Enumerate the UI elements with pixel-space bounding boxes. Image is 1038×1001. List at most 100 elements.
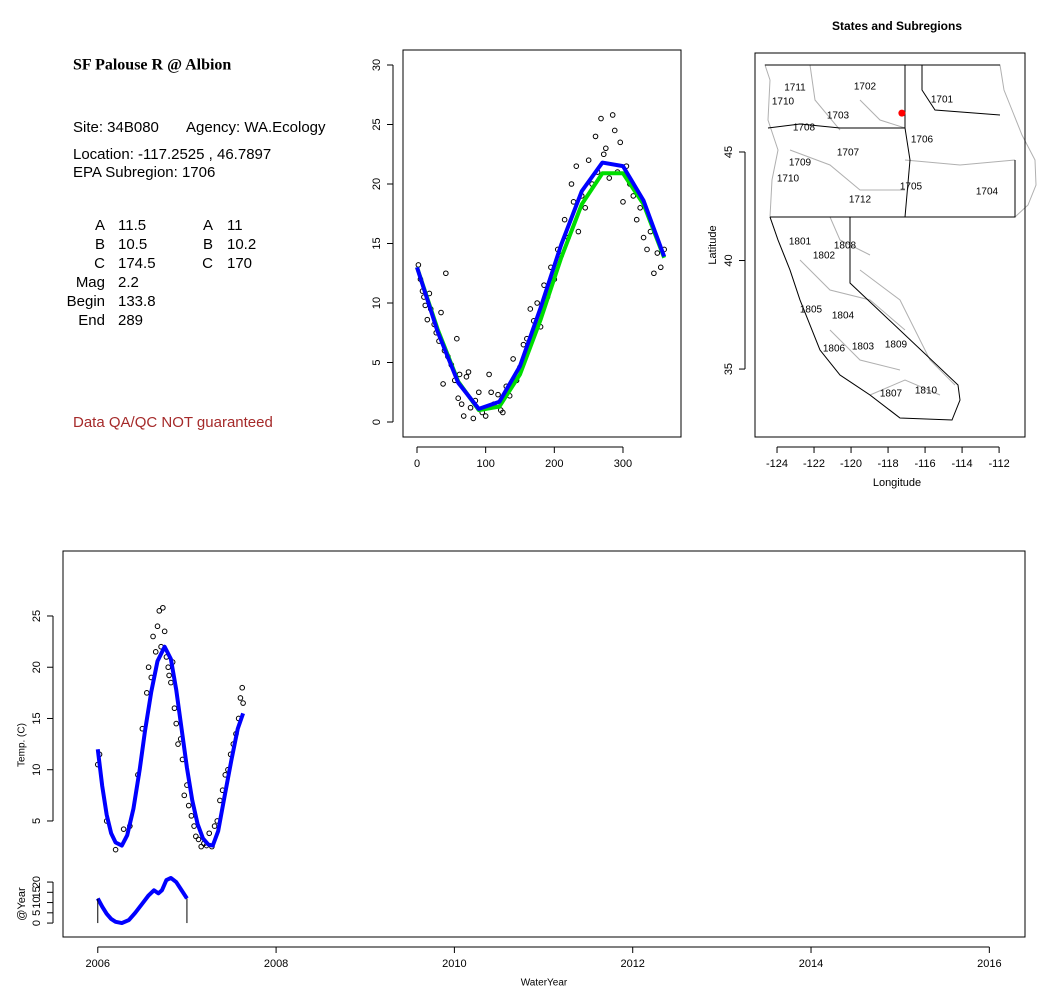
data-point xyxy=(637,204,643,211)
data-point xyxy=(181,792,188,799)
region-label: 1810 xyxy=(915,386,938,397)
data-point xyxy=(144,690,150,696)
fit-line xyxy=(96,875,189,926)
data-point xyxy=(463,373,470,380)
data-point xyxy=(585,157,592,163)
region-label: 1712 xyxy=(849,195,872,206)
data-point xyxy=(651,270,657,277)
region-label: 1807 xyxy=(880,389,903,400)
data-point xyxy=(156,608,163,614)
data-point xyxy=(654,250,661,256)
region-label: 1806 xyxy=(823,344,846,355)
data-point xyxy=(237,695,244,701)
y-tick-label: 20 xyxy=(31,661,43,673)
param-text: Mag xyxy=(76,274,105,291)
data-point xyxy=(606,175,613,181)
y-tick-label: 35 xyxy=(723,363,735,375)
y2-axis-label: @Year xyxy=(16,887,28,921)
subregion: EPA Subregion: 1706 xyxy=(73,164,215,181)
data-point xyxy=(500,409,506,416)
param-text: 10.2 xyxy=(227,236,256,253)
y-tick-label: 5 xyxy=(31,910,43,916)
y-tick-label: 25 xyxy=(371,118,383,130)
param-text: C xyxy=(202,255,213,272)
y-tick-label: 5 xyxy=(371,359,383,365)
data-point xyxy=(175,741,181,747)
map-outline xyxy=(764,64,1037,421)
data-point xyxy=(150,633,156,640)
x-tick-label: -114 xyxy=(951,458,972,470)
data-point xyxy=(460,413,467,419)
x-tick-label: -116 xyxy=(914,458,935,470)
plot-box xyxy=(62,550,1026,938)
data-point xyxy=(620,199,626,205)
data-point xyxy=(598,115,604,122)
region-label: 1710 xyxy=(777,174,800,185)
data-point xyxy=(465,369,472,375)
param-text: 2.2 xyxy=(118,274,139,291)
x-tick-label: 2010 xyxy=(442,958,466,970)
region-label: 1710 xyxy=(772,97,795,108)
param-text: 289 xyxy=(118,312,143,329)
data-point xyxy=(112,846,119,853)
data-point xyxy=(640,234,647,241)
x-tick-label: 2014 xyxy=(799,958,823,970)
x-axis-label: Longitude xyxy=(873,477,921,489)
data-point xyxy=(573,163,580,169)
x-tick-label: 200 xyxy=(545,458,563,470)
y-tick-label: 20 xyxy=(371,178,383,190)
region-label: 1702 xyxy=(854,82,877,93)
region-label: 1801 xyxy=(789,237,812,248)
data-point xyxy=(120,826,127,832)
y-tick-label: 20 xyxy=(31,876,43,888)
x-tick-label: 2012 xyxy=(620,958,644,970)
data-point xyxy=(630,193,637,199)
y-tick-label: 15 xyxy=(31,886,43,898)
data-point xyxy=(211,823,218,829)
region-label: 1808 xyxy=(834,241,857,252)
plot-box xyxy=(754,52,1026,438)
data-point xyxy=(443,270,449,277)
data-point xyxy=(152,649,159,655)
x-tick-label: 2006 xyxy=(86,958,110,970)
param-text: Begin xyxy=(67,293,105,310)
data-point xyxy=(240,700,246,706)
region-label: 1704 xyxy=(976,187,999,198)
data-point xyxy=(568,181,575,187)
region-label: 1709 xyxy=(789,158,812,169)
data-point xyxy=(510,356,516,362)
param-text: A xyxy=(203,217,213,234)
data-point xyxy=(154,623,161,630)
param-text: 11 xyxy=(227,217,243,234)
data-point xyxy=(486,371,492,378)
agency: Agency: WA.Ecology xyxy=(186,119,326,136)
x-tick-label: -112 xyxy=(988,458,1009,470)
y-axis-label: Latitude xyxy=(707,225,719,264)
region-label: 1701 xyxy=(931,95,954,106)
x-tick-label: 2008 xyxy=(264,958,288,970)
data-point xyxy=(458,401,465,407)
qa-note: Data QA/QC NOT guaranteed xyxy=(73,414,273,431)
param-text: 133.8 xyxy=(118,293,156,310)
data-point xyxy=(171,705,178,712)
y-tick-label: 10 xyxy=(31,896,43,908)
data-point xyxy=(168,679,174,686)
region-label: 1804 xyxy=(832,311,855,322)
data-point xyxy=(495,391,501,398)
param-text: C xyxy=(94,255,105,272)
x-tick-label: -124 xyxy=(766,458,788,470)
region-label: 1706 xyxy=(911,135,934,146)
x-axis-label: WaterYear xyxy=(521,978,568,989)
param-text: End xyxy=(78,312,105,329)
region-label: 1803 xyxy=(852,342,875,353)
x-tick-label: -118 xyxy=(877,458,898,470)
data-point xyxy=(582,204,589,211)
data-point xyxy=(438,309,444,316)
data-point xyxy=(166,672,172,679)
y-tick-label: 40 xyxy=(723,254,735,266)
data-point xyxy=(239,684,246,691)
data-point xyxy=(165,664,172,671)
region-label: 1802 xyxy=(813,251,836,262)
y-tick-label: 0 xyxy=(371,419,383,425)
region-label: 1705 xyxy=(900,182,923,193)
